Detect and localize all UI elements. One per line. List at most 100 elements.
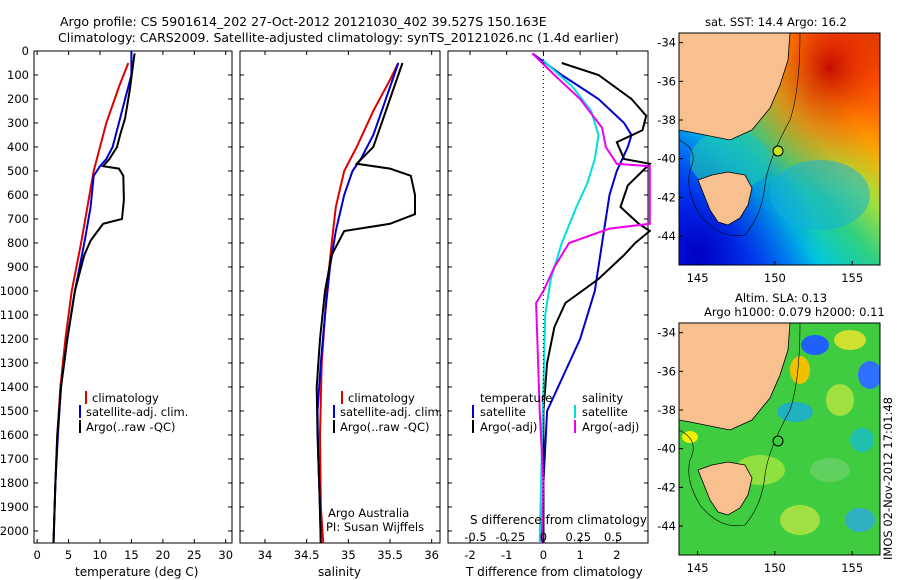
series-line-t_argo [542,62,652,543]
legend-climatology: climatology [348,391,415,405]
depth-tick-label: 300 [7,116,29,130]
series-line-argo [315,62,416,544]
x-tick-label: 36 [424,548,439,562]
legend-argo: Argo(..raw -QC) [340,420,430,434]
salinity-panel [239,50,441,544]
difference-series [531,52,652,544]
depth-tick-label: 200 [7,92,29,106]
x-tick-label: 0 [33,548,40,562]
x-tick-label: 34 [258,548,273,562]
map-x-tick-label: 155 [841,271,863,285]
difference-panel [447,50,649,544]
depth-tick-label: 800 [7,236,29,250]
map-x-tick-label: 155 [841,561,863,575]
x-tick-label: 34.5 [294,548,320,562]
sla-map-title-1: Altim. SLA: 0.13 [735,291,827,305]
depth-tick-label: 1600 [0,428,29,442]
legend-satellite: satellite-adj. clim. [86,405,188,419]
legend-s-argo: Argo(-adj) [582,420,639,434]
title-line-1: Argo profile: CS 5901614_202 27-Oct-2012… [60,14,547,29]
depth-tick-label: 0 [22,44,29,58]
difference-xlabel: T difference from climatology [465,565,643,579]
legend-t-argo: Argo(-adj) [480,420,537,434]
map-y-tick-label: -34 [657,36,676,50]
mainland-coast [679,33,791,141]
map-y-tick-label: -36 [657,74,676,88]
x-tick-label: 35 [341,548,356,562]
x-tick-label: 25 [187,548,202,562]
series-line-argo [52,53,136,544]
depth-tick-label: 400 [7,140,29,154]
depth-tick-label: 1100 [0,308,29,322]
map-y-tick-label: -42 [657,190,676,204]
s-tick-label: 0.5 [604,530,622,544]
series-line-climatology [318,62,400,544]
legend-climatology: climatology [92,391,159,405]
salinity-legend: climatology satellite-adj. clim. Argo(..… [333,391,442,434]
salinity-difference-ticks: -0.5 -0.25 0 0.25 0.5 [464,530,622,544]
map-y-tick-label: -34 [657,326,676,340]
salinity-xlabel: salinity [318,565,361,579]
sst-map-title: sat. SST: 14.4 Argo: 16.2 [705,15,847,29]
sla-map-title-2: Argo h1000: 0.079 h2000: 0.11 [704,305,885,319]
x-tick-label: -1 [501,548,512,562]
map-x-tick-label: 145 [687,561,709,575]
depth-tick-label: 2000 [0,524,29,538]
x-tick-label: 2 [613,548,620,562]
depth-tick-label: 1500 [0,404,29,418]
x-tick-label: -2 [464,548,475,562]
legend-temperature-heading: temperature [480,391,552,405]
mainland-coast [679,323,791,431]
x-tick-label: 1 [576,548,583,562]
salinity-x-ticks: 34 34.5 35 35.5 36 [258,51,439,562]
series-line-t_satellite [531,52,633,543]
sla-map-ticks: 145 150 155 -34 -36 -38 -40 -42 -44 [657,326,863,575]
temperature-legend: climatology satellite-adj. clim. Argo(..… [79,391,188,434]
difference-legend: temperature satellite Argo(-adj) salinit… [472,391,639,434]
sla-map [679,323,880,555]
difference-xlabel-top: S difference from climatology [470,513,647,527]
depth-tick-label: 500 [7,164,29,178]
series-line-climatology [52,62,130,544]
map-y-tick-label: -36 [657,364,676,378]
argo-float-marker [772,145,784,157]
depth-tick-label: 700 [7,212,29,226]
depth-tick-label: 1300 [0,356,29,370]
series-line-s_satellite [538,59,600,544]
s-tick-label: -0.25 [496,530,526,544]
annotation-pi: PI: Susan Wijffels [326,520,424,534]
x-tick-label: 0 [540,548,547,562]
x-tick-label: 20 [156,548,171,562]
depth-tick-label: 600 [7,188,29,202]
map-y-tick-label: -38 [657,113,676,127]
map-x-tick-label: 145 [687,271,709,285]
temperature-x-ticks: 0 5 10 15 20 25 30 [33,51,233,562]
map-x-tick-label: 150 [764,561,786,575]
difference-x-ticks: -2 -1 0 1 2 [464,51,620,562]
depth-tick-label: 1800 [0,476,29,490]
series-line-satellite [316,62,400,544]
map-x-tick-label: 150 [764,271,786,285]
timestamp-stamp: IMOS 02-Nov-2012 17:01:48 [881,397,895,560]
depth-tick-label: 1200 [0,332,29,346]
map-y-tick-label: -44 [657,229,676,243]
series-line-s_argo [531,52,651,544]
x-tick-label: 30 [218,548,233,562]
map-y-tick-label: -44 [657,519,676,533]
x-tick-label: 35.5 [377,548,403,562]
depth-tick-label: 1700 [0,452,29,466]
temperature-panel [33,50,233,544]
tasmania [697,171,753,226]
depth-tick-label: 1900 [0,500,29,514]
s-tick-label: 0.25 [565,530,591,544]
legend-satellite: satellite-adj. clim. [340,405,442,419]
temperature-xlabel: temperature (deg C) [75,565,198,579]
legend-argo: Argo(..raw -QC) [86,420,176,434]
depth-tick-label: 100 [7,68,29,82]
x-tick-label: 5 [65,548,72,562]
legend-t-satellite: satellite [480,405,526,419]
x-tick-label: 10 [93,548,108,562]
temperature-series [52,51,136,544]
sst-map [679,33,880,265]
